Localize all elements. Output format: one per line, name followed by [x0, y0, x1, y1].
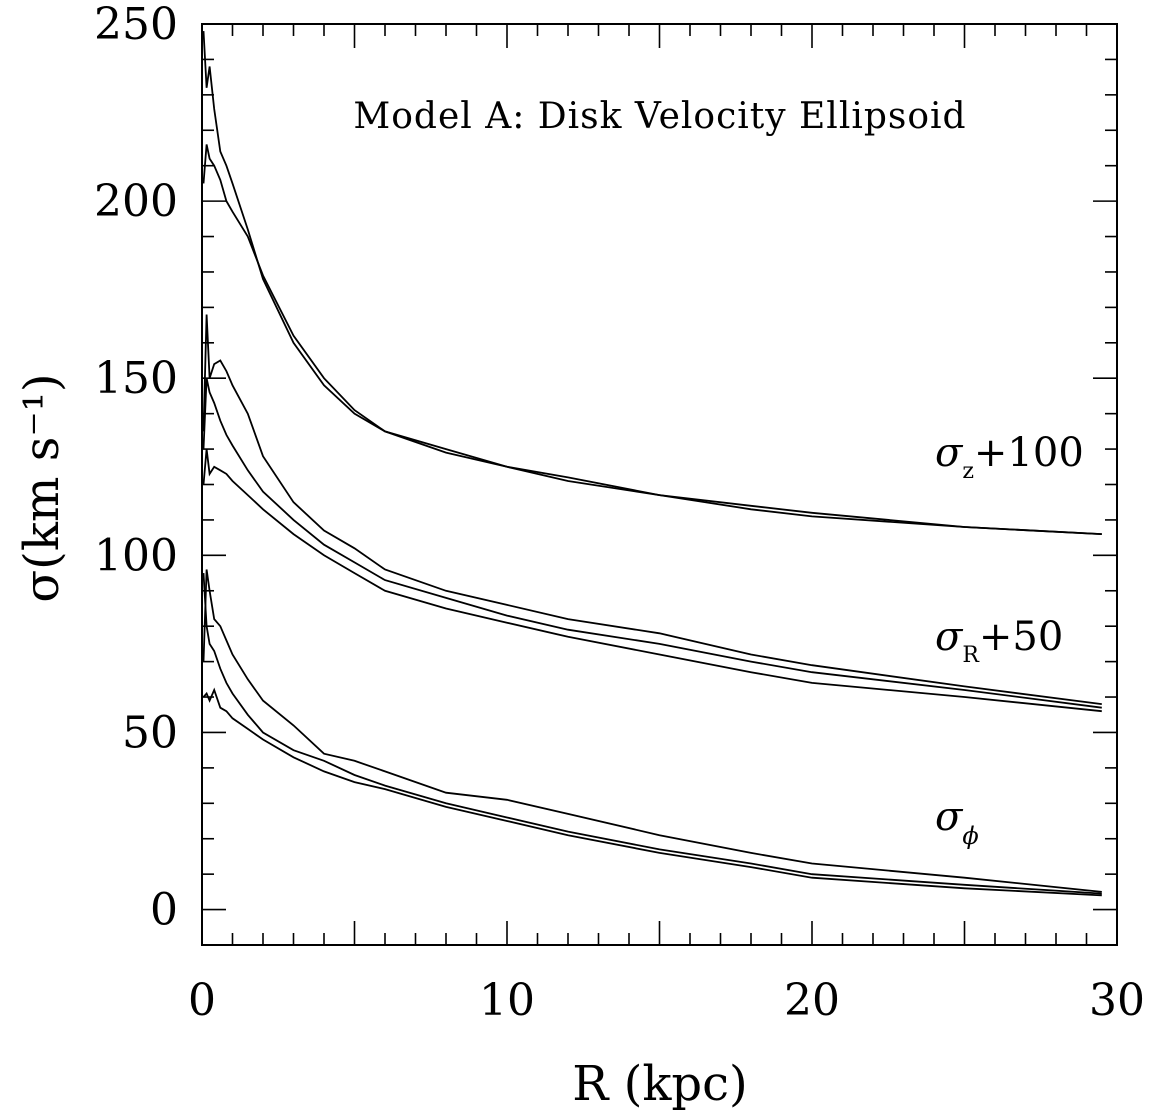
y-tick-label: 250	[94, 0, 178, 50]
annotation-sigma-phi-base: σ	[935, 794, 964, 840]
data-curves	[202, 31, 1102, 897]
plot-frame	[201, 23, 1118, 946]
annotation-sigma-z-base: σ	[935, 430, 964, 476]
y-tick-label: 100	[94, 530, 178, 581]
series-line-sigma_R+50-2	[202, 314, 1102, 705]
axis-ticks	[201, 23, 1118, 945]
series-line-sigma_phi-7	[202, 687, 1102, 897]
series-line-sigma_R+50-4	[202, 448, 1102, 713]
annotation-sigma-phi-sub: ϕ	[962, 822, 978, 850]
y-axis-label: σ(km s⁻¹)	[14, 373, 70, 602]
x-tick-label: 10	[479, 975, 535, 1026]
annotation-sigma-r-sub: R	[962, 643, 980, 668]
annotation-sigma-z-sub: z	[962, 459, 974, 484]
series-line-sigma_R+50-3	[202, 378, 1102, 709]
annotation-sigma-r: σR+50	[935, 614, 1063, 668]
x-tick-label: 30	[1089, 975, 1145, 1026]
x-tick-label: 0	[188, 975, 216, 1026]
series-line-sigma_phi-5	[202, 569, 1102, 893]
series-line-sigma_phi-6	[202, 573, 1102, 895]
x-tick-label: 20	[784, 975, 840, 1026]
y-tick-label: 0	[150, 885, 178, 936]
annotation-sigma-z: σz+100	[935, 430, 1084, 484]
tick-labels: 0 10 20 30 0 50 100 150 200 250	[94, 0, 1145, 1026]
y-tick-label: 200	[94, 176, 178, 227]
annotation-sigma-r-base: σ	[935, 614, 964, 660]
annotation-sigma-r-suffix: +50	[979, 614, 1063, 660]
series-line-sigma_z+100-1	[202, 144, 1102, 535]
annotation-sigma-phi: σϕ	[935, 794, 979, 850]
x-axis-label: R (kpc)	[572, 1056, 748, 1112]
chart-title: Model A: Disk Velocity Ellipsoid	[353, 96, 966, 137]
annotation-sigma-z-suffix: +100	[974, 430, 1084, 476]
series-line-sigma_z+100-0	[202, 31, 1102, 535]
y-tick-label: 150	[94, 353, 178, 404]
y-tick-label: 50	[122, 707, 178, 758]
